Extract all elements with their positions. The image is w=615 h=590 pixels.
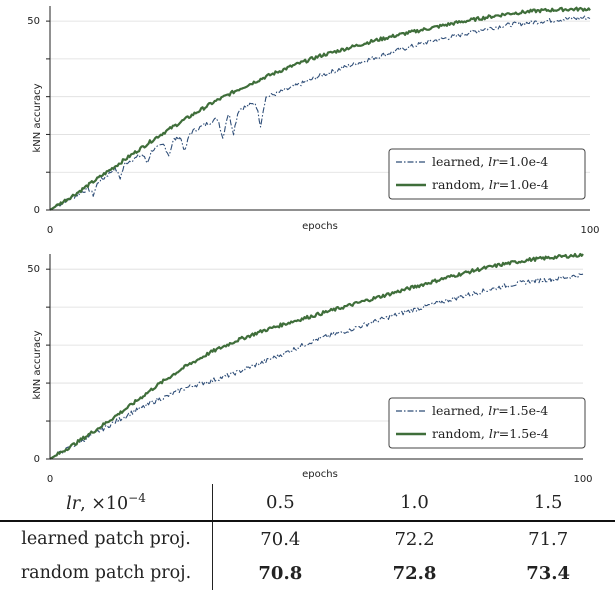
top-series-random (49, 6, 591, 211)
svg-text:random, lr=1.5e-4: random, lr=1.5e-4 (432, 426, 549, 441)
table-row-label: learned patch proj. (0, 521, 213, 556)
table-header-lr: lr, ×10−4 (0, 484, 213, 522)
svg-text:learned, lr=1.0e-4: learned, lr=1.0e-4 (432, 154, 548, 169)
bottom-y-tick-0: 0 (34, 454, 40, 465)
table-cell: 71.7 (528, 528, 569, 550)
bottom-legend: learned, lr=1.5e-4 random, lr=1.5e-4 (388, 397, 586, 449)
table-cell: 70.8 (258, 562, 303, 584)
table-cell: 73.4 (526, 562, 571, 584)
top-chart-panel: 0 50 0 100 epochs kNN accuracy learned, … (27, 6, 600, 236)
bottom-legend-learned-lr-value: =1.5e-4 (498, 403, 548, 418)
table-row: random patch proj. 70.8 72.8 73.4 (0, 556, 615, 590)
bottom-chart-series (49, 252, 584, 460)
bottom-y-tick-50: 50 (27, 264, 40, 275)
table-header-row: lr, ×10−4 0.5 1.0 1.5 (0, 484, 615, 522)
table-cell: 70.4 (260, 528, 301, 550)
top-y-tick-50: 50 (27, 16, 40, 27)
top-legend: learned, lr=1.0e-4 random, lr=1.0e-4 (388, 148, 586, 200)
bottom-chart-axes (46, 254, 583, 460)
table-header-lr-suffix: , ×10 (80, 493, 129, 514)
table-cell: 72.8 (392, 562, 437, 584)
table-header-value: 1.5 (481, 484, 615, 522)
top-legend-learned-lr: lr (488, 154, 499, 169)
top-x-tick-0: 0 (47, 225, 53, 236)
bottom-legend-learned-lr: lr (488, 403, 499, 418)
bottom-legend-learned-name: learned (432, 403, 480, 418)
top-legend-learned-lr-value: =1.0e-4 (498, 154, 548, 169)
table-row: learned patch proj. 70.4 72.2 71.7 (0, 521, 615, 556)
top-legend-random-name: random (432, 177, 481, 192)
top-chart-axes (46, 6, 590, 211)
top-y-axis-label: kNN accuracy (32, 83, 43, 152)
table-header-lr-symbol: lr (66, 493, 81, 514)
table-header-lr-exponent: −4 (128, 490, 146, 505)
bottom-legend-random-lr-value: =1.5e-4 (499, 426, 549, 441)
top-series-learned (49, 15, 591, 211)
svg-text:learned, lr=1.5e-4: learned, lr=1.5e-4 (432, 403, 548, 418)
bottom-x-tick-100: 100 (573, 474, 592, 484)
top-legend-learned-name: learned (432, 154, 480, 169)
top-x-axis-label: epochs (302, 221, 338, 232)
bottom-series-learned (49, 273, 584, 460)
top-x-tick-100: 100 (580, 225, 599, 236)
bottom-legend-random-name: random (432, 426, 481, 441)
svg-text:random, lr=1.0e-4: random, lr=1.0e-4 (432, 177, 549, 192)
bottom-legend-random-lr: lr (489, 426, 500, 441)
top-legend-random-lr-value: =1.0e-4 (499, 177, 549, 192)
bottom-x-axis-label: epochs (302, 469, 338, 480)
table-row-label: random patch proj. (0, 556, 213, 590)
bottom-chart-panel: 0 50 0 100 epochs kNN accuracy learned, … (27, 252, 593, 484)
bottom-series-random (49, 252, 584, 460)
top-y-tick-0: 0 (34, 205, 40, 216)
table-cell: 72.2 (394, 528, 435, 550)
figure: 0 50 0 100 epochs kNN accuracy learned, … (27, 6, 600, 484)
top-chart-series (49, 6, 591, 211)
table-header-value: 0.5 (212, 484, 348, 522)
bottom-y-axis-label: kNN accuracy (32, 330, 43, 399)
bottom-x-tick-0: 0 (47, 474, 53, 484)
top-legend-random-lr: lr (489, 177, 500, 192)
bottom-chart-grid (50, 268, 583, 422)
table-header-value: 1.0 (347, 484, 482, 522)
results-table: lr, ×10−4 0.5 1.0 1.5 learned patch proj… (0, 484, 615, 590)
